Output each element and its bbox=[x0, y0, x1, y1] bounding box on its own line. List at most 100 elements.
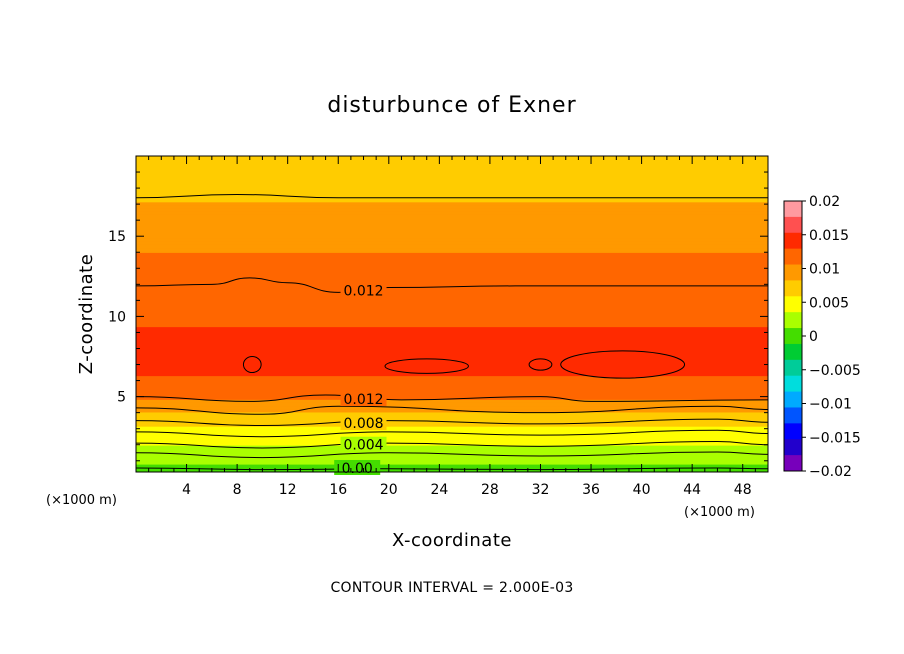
field-band bbox=[136, 378, 768, 381]
x-tick-label: 12 bbox=[279, 482, 297, 498]
field-band bbox=[136, 336, 768, 339]
field-band bbox=[136, 181, 768, 184]
field-band bbox=[136, 353, 768, 356]
field-band bbox=[136, 307, 768, 310]
field-band bbox=[136, 192, 768, 195]
colorbar-tick-label: −0.005 bbox=[809, 363, 861, 379]
field-band bbox=[136, 351, 768, 354]
field-band bbox=[136, 195, 768, 198]
field-band bbox=[136, 456, 768, 459]
x-tick-label: 48 bbox=[734, 482, 752, 498]
contour-label-bg bbox=[340, 391, 387, 407]
x-axis-label: X-coordinate bbox=[392, 530, 512, 551]
field-band bbox=[136, 410, 768, 413]
field-band bbox=[136, 293, 768, 296]
field-band bbox=[136, 320, 768, 323]
field-band bbox=[136, 271, 768, 274]
field-band bbox=[136, 236, 768, 239]
field-band bbox=[136, 391, 768, 394]
colorbar-tick-label: 0.02 bbox=[809, 194, 840, 210]
field-band bbox=[136, 189, 768, 192]
field-band bbox=[136, 451, 768, 454]
field-band bbox=[136, 288, 768, 291]
field-band bbox=[136, 231, 768, 234]
field-band bbox=[136, 337, 768, 340]
contour-label-bg bbox=[340, 436, 387, 452]
colorbar-swatch bbox=[784, 232, 802, 250]
field-band bbox=[136, 277, 768, 280]
field-band bbox=[136, 318, 768, 321]
contour-label: 0.012 bbox=[343, 284, 383, 300]
closed-contour bbox=[384, 358, 469, 374]
field-band bbox=[136, 459, 768, 462]
field-band bbox=[136, 274, 768, 277]
field-band bbox=[136, 448, 768, 451]
colorbar-swatch bbox=[784, 359, 802, 377]
field-band bbox=[136, 396, 768, 399]
colorbar-swatch bbox=[784, 343, 802, 361]
field-band bbox=[136, 405, 768, 408]
field-band bbox=[136, 230, 768, 233]
closed-contour bbox=[242, 356, 262, 374]
x-tick-label: 36 bbox=[582, 482, 600, 498]
field-band bbox=[136, 239, 768, 242]
field-band bbox=[136, 260, 768, 263]
field-band bbox=[136, 399, 768, 402]
field-band bbox=[136, 434, 768, 437]
field-band bbox=[136, 325, 768, 328]
x-tick-label: 28 bbox=[481, 482, 499, 498]
field-band bbox=[136, 227, 768, 230]
contour-line bbox=[135, 467, 769, 471]
field-band bbox=[136, 282, 768, 285]
field-band bbox=[136, 388, 768, 391]
field-band bbox=[136, 249, 768, 252]
field-band bbox=[136, 404, 768, 407]
field-band bbox=[136, 246, 768, 249]
field-band bbox=[136, 216, 768, 219]
field-band bbox=[136, 418, 768, 421]
field-band bbox=[136, 400, 768, 403]
colorbar-tick-label: 0.015 bbox=[809, 228, 849, 244]
field-band bbox=[136, 265, 768, 268]
field-band bbox=[136, 168, 768, 171]
contour-label: 0.00 bbox=[342, 461, 373, 477]
colorbar-swatch bbox=[784, 375, 802, 393]
colorbar-swatch bbox=[784, 455, 802, 472]
field-band bbox=[136, 424, 768, 427]
field-band bbox=[136, 375, 768, 378]
colorbar-tick-label: −0.01 bbox=[809, 397, 852, 413]
colorbar-swatch bbox=[784, 216, 802, 234]
field-band bbox=[136, 446, 768, 449]
colorbar-swatch bbox=[784, 201, 802, 218]
field-band bbox=[136, 421, 768, 424]
field-band bbox=[136, 429, 768, 432]
field-band bbox=[136, 430, 768, 433]
field-band bbox=[136, 233, 768, 236]
field-band bbox=[136, 348, 768, 351]
field-band bbox=[136, 187, 768, 190]
field-band bbox=[136, 290, 768, 293]
field-band bbox=[136, 445, 768, 448]
colorbar-swatch bbox=[784, 423, 802, 440]
x-unit-label: (×1000 m) bbox=[684, 505, 755, 520]
colorbar-swatch bbox=[784, 328, 802, 345]
closed-contour bbox=[560, 350, 686, 379]
x-tick-label: 20 bbox=[380, 482, 398, 498]
field-band bbox=[136, 206, 768, 209]
field-band bbox=[136, 435, 768, 438]
field-band bbox=[136, 238, 768, 241]
field-band bbox=[136, 342, 768, 345]
field-band bbox=[136, 190, 768, 193]
field-band bbox=[136, 465, 768, 468]
field-band bbox=[136, 186, 768, 189]
y-tick-label: 15 bbox=[108, 229, 126, 245]
field-band bbox=[136, 193, 768, 196]
field-band bbox=[136, 386, 768, 389]
contour-labels: 0.012 0.012 0.008 0.004 0.00 bbox=[334, 282, 387, 477]
field-band bbox=[136, 162, 768, 165]
field-band bbox=[136, 184, 768, 187]
x-axis: 4 8 12 16 20 24 28 32 36 40 44 48 bbox=[135, 156, 769, 498]
x-left-unit-label: (×1000 m) bbox=[46, 493, 117, 508]
field-band bbox=[136, 269, 768, 272]
